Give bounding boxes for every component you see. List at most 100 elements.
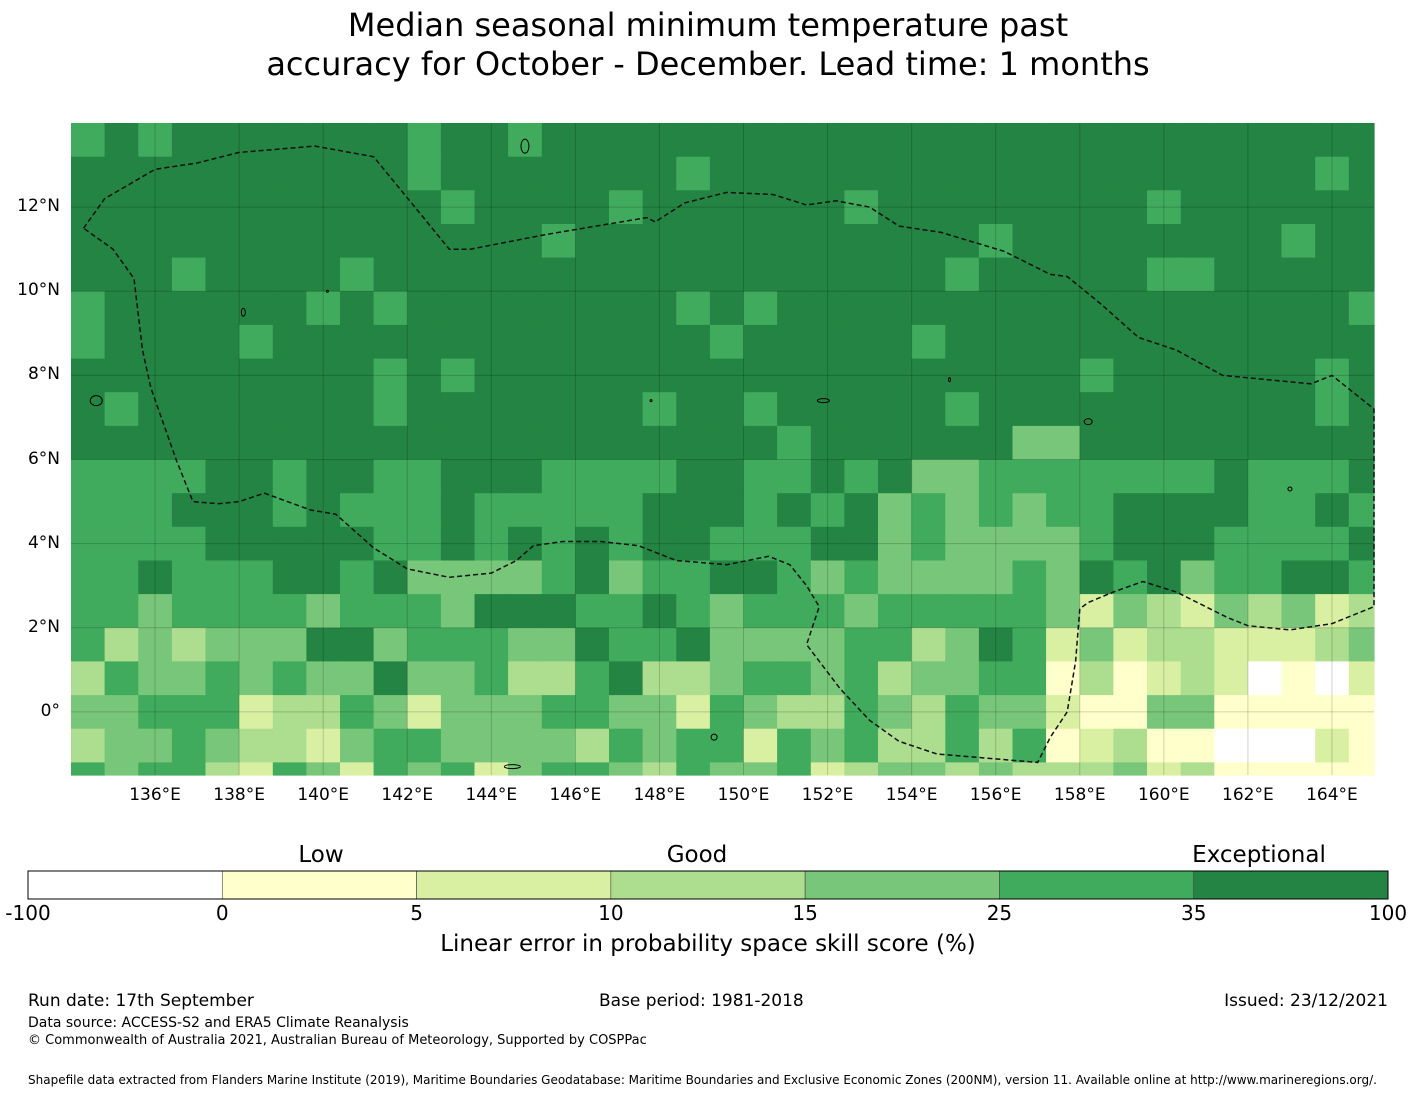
grid-cell (642, 358, 677, 393)
grid-cell (844, 594, 879, 629)
grid-cell (239, 493, 274, 528)
grid-cell (239, 695, 274, 730)
grid-cell (306, 728, 341, 763)
grid-cell (138, 627, 173, 663)
grid-cell (844, 123, 879, 158)
grid-cell (1315, 324, 1350, 360)
grid-cell (1214, 190, 1249, 225)
grid-cell (1214, 762, 1249, 776)
grid-cell (978, 392, 1014, 427)
grid-cell (911, 224, 946, 259)
grid-cell (844, 459, 879, 494)
grid-cell (171, 762, 207, 776)
grid-cell (777, 560, 812, 595)
grid-cell (1247, 392, 1283, 427)
grid-cell (609, 661, 644, 696)
grid-cell (541, 324, 576, 360)
grid-cell (945, 257, 980, 292)
grid-cell (1348, 493, 1375, 528)
grid-cell (138, 695, 173, 730)
grid-cell (104, 291, 139, 326)
grid-cell (676, 156, 711, 191)
grid-cell (340, 661, 375, 696)
grid-cell (71, 594, 106, 629)
grid-cell (777, 627, 812, 663)
grid-cell (1113, 594, 1148, 629)
grid-cell (844, 392, 879, 427)
grid-cell (138, 728, 173, 763)
grid-cell (978, 493, 1014, 528)
grid-cell (440, 257, 476, 292)
grid-cell (541, 762, 576, 776)
grid-cell (878, 526, 913, 562)
grid-cell (575, 459, 610, 494)
grid-cell (272, 661, 307, 696)
colorbar-segment (999, 870, 1195, 900)
grid-cell (1281, 661, 1316, 696)
grid-cell (239, 560, 274, 595)
grid-cell (306, 762, 341, 776)
grid-cell (911, 190, 946, 225)
grid-cell (609, 392, 644, 427)
grid-cell (407, 123, 442, 158)
grid-cell (978, 291, 1014, 326)
grid-cell (440, 190, 476, 225)
grid-cell (1113, 627, 1148, 663)
island-outline (325, 289, 329, 293)
grid-cell (306, 156, 341, 191)
grid-cell (71, 459, 106, 494)
grid-cell (878, 661, 913, 696)
grid-cell (642, 661, 677, 696)
grid-cell (1079, 594, 1114, 629)
grid-cell (508, 526, 543, 562)
grid-cell (373, 560, 408, 595)
grid-cell (104, 762, 139, 776)
grid-cell (1315, 661, 1350, 696)
grid-cell (1281, 257, 1316, 292)
grid-cell (642, 224, 677, 259)
grid-cell (1012, 728, 1047, 763)
grid-cell (440, 661, 476, 696)
grid-cell (474, 156, 509, 191)
grid-cell (911, 493, 946, 528)
grid-cell (878, 257, 913, 292)
grid-cell (104, 224, 139, 259)
grid-cell (239, 728, 274, 763)
grid-cell (239, 425, 274, 461)
grid-cell (911, 560, 946, 595)
grid-cell (1046, 728, 1081, 763)
grid-cell (1348, 156, 1375, 191)
grid-cell (1079, 526, 1114, 562)
grid-cell (1113, 560, 1148, 595)
grid-cell (340, 526, 375, 562)
island-outline (947, 377, 951, 383)
grid-cell (541, 123, 576, 158)
grid-cell (844, 695, 879, 730)
grid-cell (71, 526, 106, 562)
grid-cell (1315, 257, 1350, 292)
grid-cell (440, 728, 476, 763)
grid-cell (878, 695, 913, 730)
grid-cell (1046, 594, 1081, 629)
grid-cell (810, 224, 845, 259)
grid-cell (1348, 224, 1375, 259)
grid-cell (945, 425, 980, 461)
grid-cell (1281, 762, 1316, 776)
grid-cell (1281, 493, 1316, 528)
grid-cell (474, 560, 509, 595)
grid-cell (541, 627, 576, 663)
grid-cell (407, 661, 442, 696)
grid-cell (1046, 560, 1081, 595)
grid-cell (911, 358, 946, 393)
grid-cell (1046, 392, 1081, 427)
grid-cell (306, 392, 341, 427)
grid-cell (1180, 661, 1215, 696)
grid-cell (945, 526, 980, 562)
grid-cell (709, 560, 745, 595)
grid-cell (373, 627, 408, 663)
grid-cell (1247, 459, 1283, 494)
grid-cell (205, 425, 240, 461)
grid-cell (1147, 762, 1182, 776)
grid-cell (71, 762, 106, 776)
grid-cell (1348, 661, 1375, 696)
